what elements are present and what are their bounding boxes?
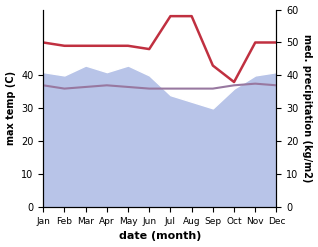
Y-axis label: max temp (C): max temp (C) bbox=[5, 71, 16, 145]
Y-axis label: med. precipitation (kg/m2): med. precipitation (kg/m2) bbox=[302, 34, 313, 183]
X-axis label: date (month): date (month) bbox=[119, 231, 201, 242]
